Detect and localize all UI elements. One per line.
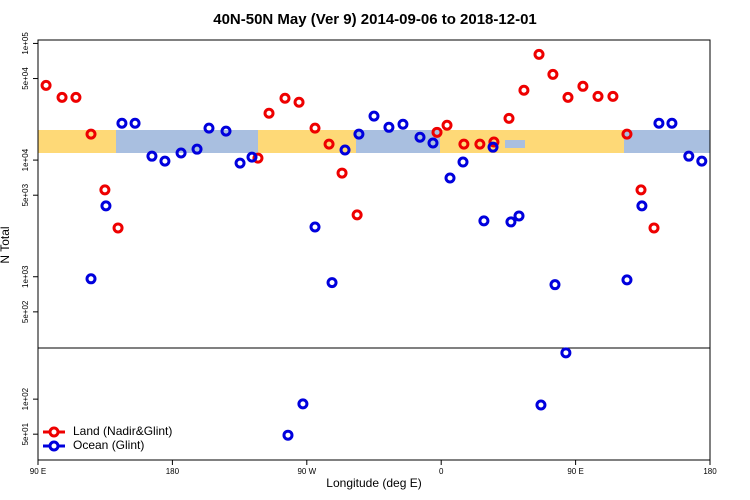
point <box>535 399 547 411</box>
x-tick-label: 0 <box>439 467 444 476</box>
point <box>636 200 648 212</box>
point <box>666 117 678 129</box>
point <box>368 110 380 122</box>
point <box>100 200 112 212</box>
point <box>577 80 589 92</box>
point <box>653 117 665 129</box>
point <box>353 128 365 140</box>
point <box>478 215 490 227</box>
x-tick-label: 180 <box>166 467 180 476</box>
point <box>397 118 409 130</box>
point <box>234 157 246 169</box>
point <box>414 131 426 143</box>
point <box>85 273 97 285</box>
point <box>309 122 321 134</box>
y-tick-label: 5e+01 <box>21 422 30 445</box>
point <box>488 136 500 148</box>
legend-marker <box>48 426 60 438</box>
map-band <box>38 130 710 153</box>
point <box>279 92 291 104</box>
y-tick-label: 5e+04 <box>21 67 30 90</box>
point <box>323 138 335 150</box>
point <box>116 117 128 129</box>
plot-frame <box>37 39 711 461</box>
point <box>547 68 559 80</box>
point <box>560 347 572 359</box>
point <box>444 172 456 184</box>
chart-title: 40N-50N May (Ver 9) 2014-09-06 to 2018-1… <box>213 11 537 28</box>
point <box>56 91 68 103</box>
point <box>458 138 470 150</box>
point <box>431 126 443 138</box>
point <box>159 155 171 167</box>
point <box>487 141 499 153</box>
point <box>175 147 187 159</box>
x-axis-label: Longitude (deg E) <box>326 476 421 490</box>
point <box>635 184 647 196</box>
point <box>427 137 439 149</box>
point <box>85 128 97 140</box>
point <box>683 150 695 162</box>
y-tick-label: 1e+03 <box>21 265 30 288</box>
point <box>326 277 338 289</box>
point <box>293 96 305 108</box>
point <box>339 144 351 156</box>
point <box>513 210 525 222</box>
y-tick-label: 5e+02 <box>21 300 30 323</box>
legend-label: Ocean (Glint) <box>73 438 144 452</box>
x-tick-label: 90 W <box>297 467 316 476</box>
point <box>592 90 604 102</box>
point <box>474 138 486 150</box>
legend-label: Land (Nadir&Glint) <box>73 424 172 438</box>
point <box>263 107 275 119</box>
point <box>621 128 633 140</box>
point <box>99 184 111 196</box>
point <box>282 429 294 441</box>
point <box>351 209 363 221</box>
y-axis-label: N Total <box>0 226 12 263</box>
point <box>70 91 82 103</box>
x-tick-label: 90 E <box>567 467 583 476</box>
point <box>309 221 321 233</box>
y-tick-label: 1e+04 <box>21 148 30 171</box>
legend-marker <box>48 440 60 452</box>
point <box>533 48 545 60</box>
point <box>441 119 453 131</box>
point <box>505 216 517 228</box>
point <box>112 222 124 234</box>
point <box>252 152 264 164</box>
point <box>220 125 232 137</box>
point <box>562 91 574 103</box>
point <box>696 155 708 167</box>
point <box>621 274 633 286</box>
point <box>40 79 52 91</box>
point <box>129 117 141 129</box>
point <box>518 84 530 96</box>
y-tick-label: 1e+02 <box>21 387 30 410</box>
y-tick-label: 1e+05 <box>21 32 30 55</box>
point <box>246 151 258 163</box>
point <box>146 150 158 162</box>
point <box>503 112 515 124</box>
point <box>191 143 203 155</box>
point <box>203 122 215 134</box>
point <box>457 156 469 168</box>
point <box>336 167 348 179</box>
point <box>383 121 395 133</box>
point <box>297 398 309 410</box>
point <box>648 222 660 234</box>
y-tick-label: 5e+03 <box>21 183 30 206</box>
point <box>549 279 561 291</box>
x-tick-label: 180 <box>703 467 717 476</box>
x-tick-label: 90 E <box>30 467 46 476</box>
point <box>607 90 619 102</box>
